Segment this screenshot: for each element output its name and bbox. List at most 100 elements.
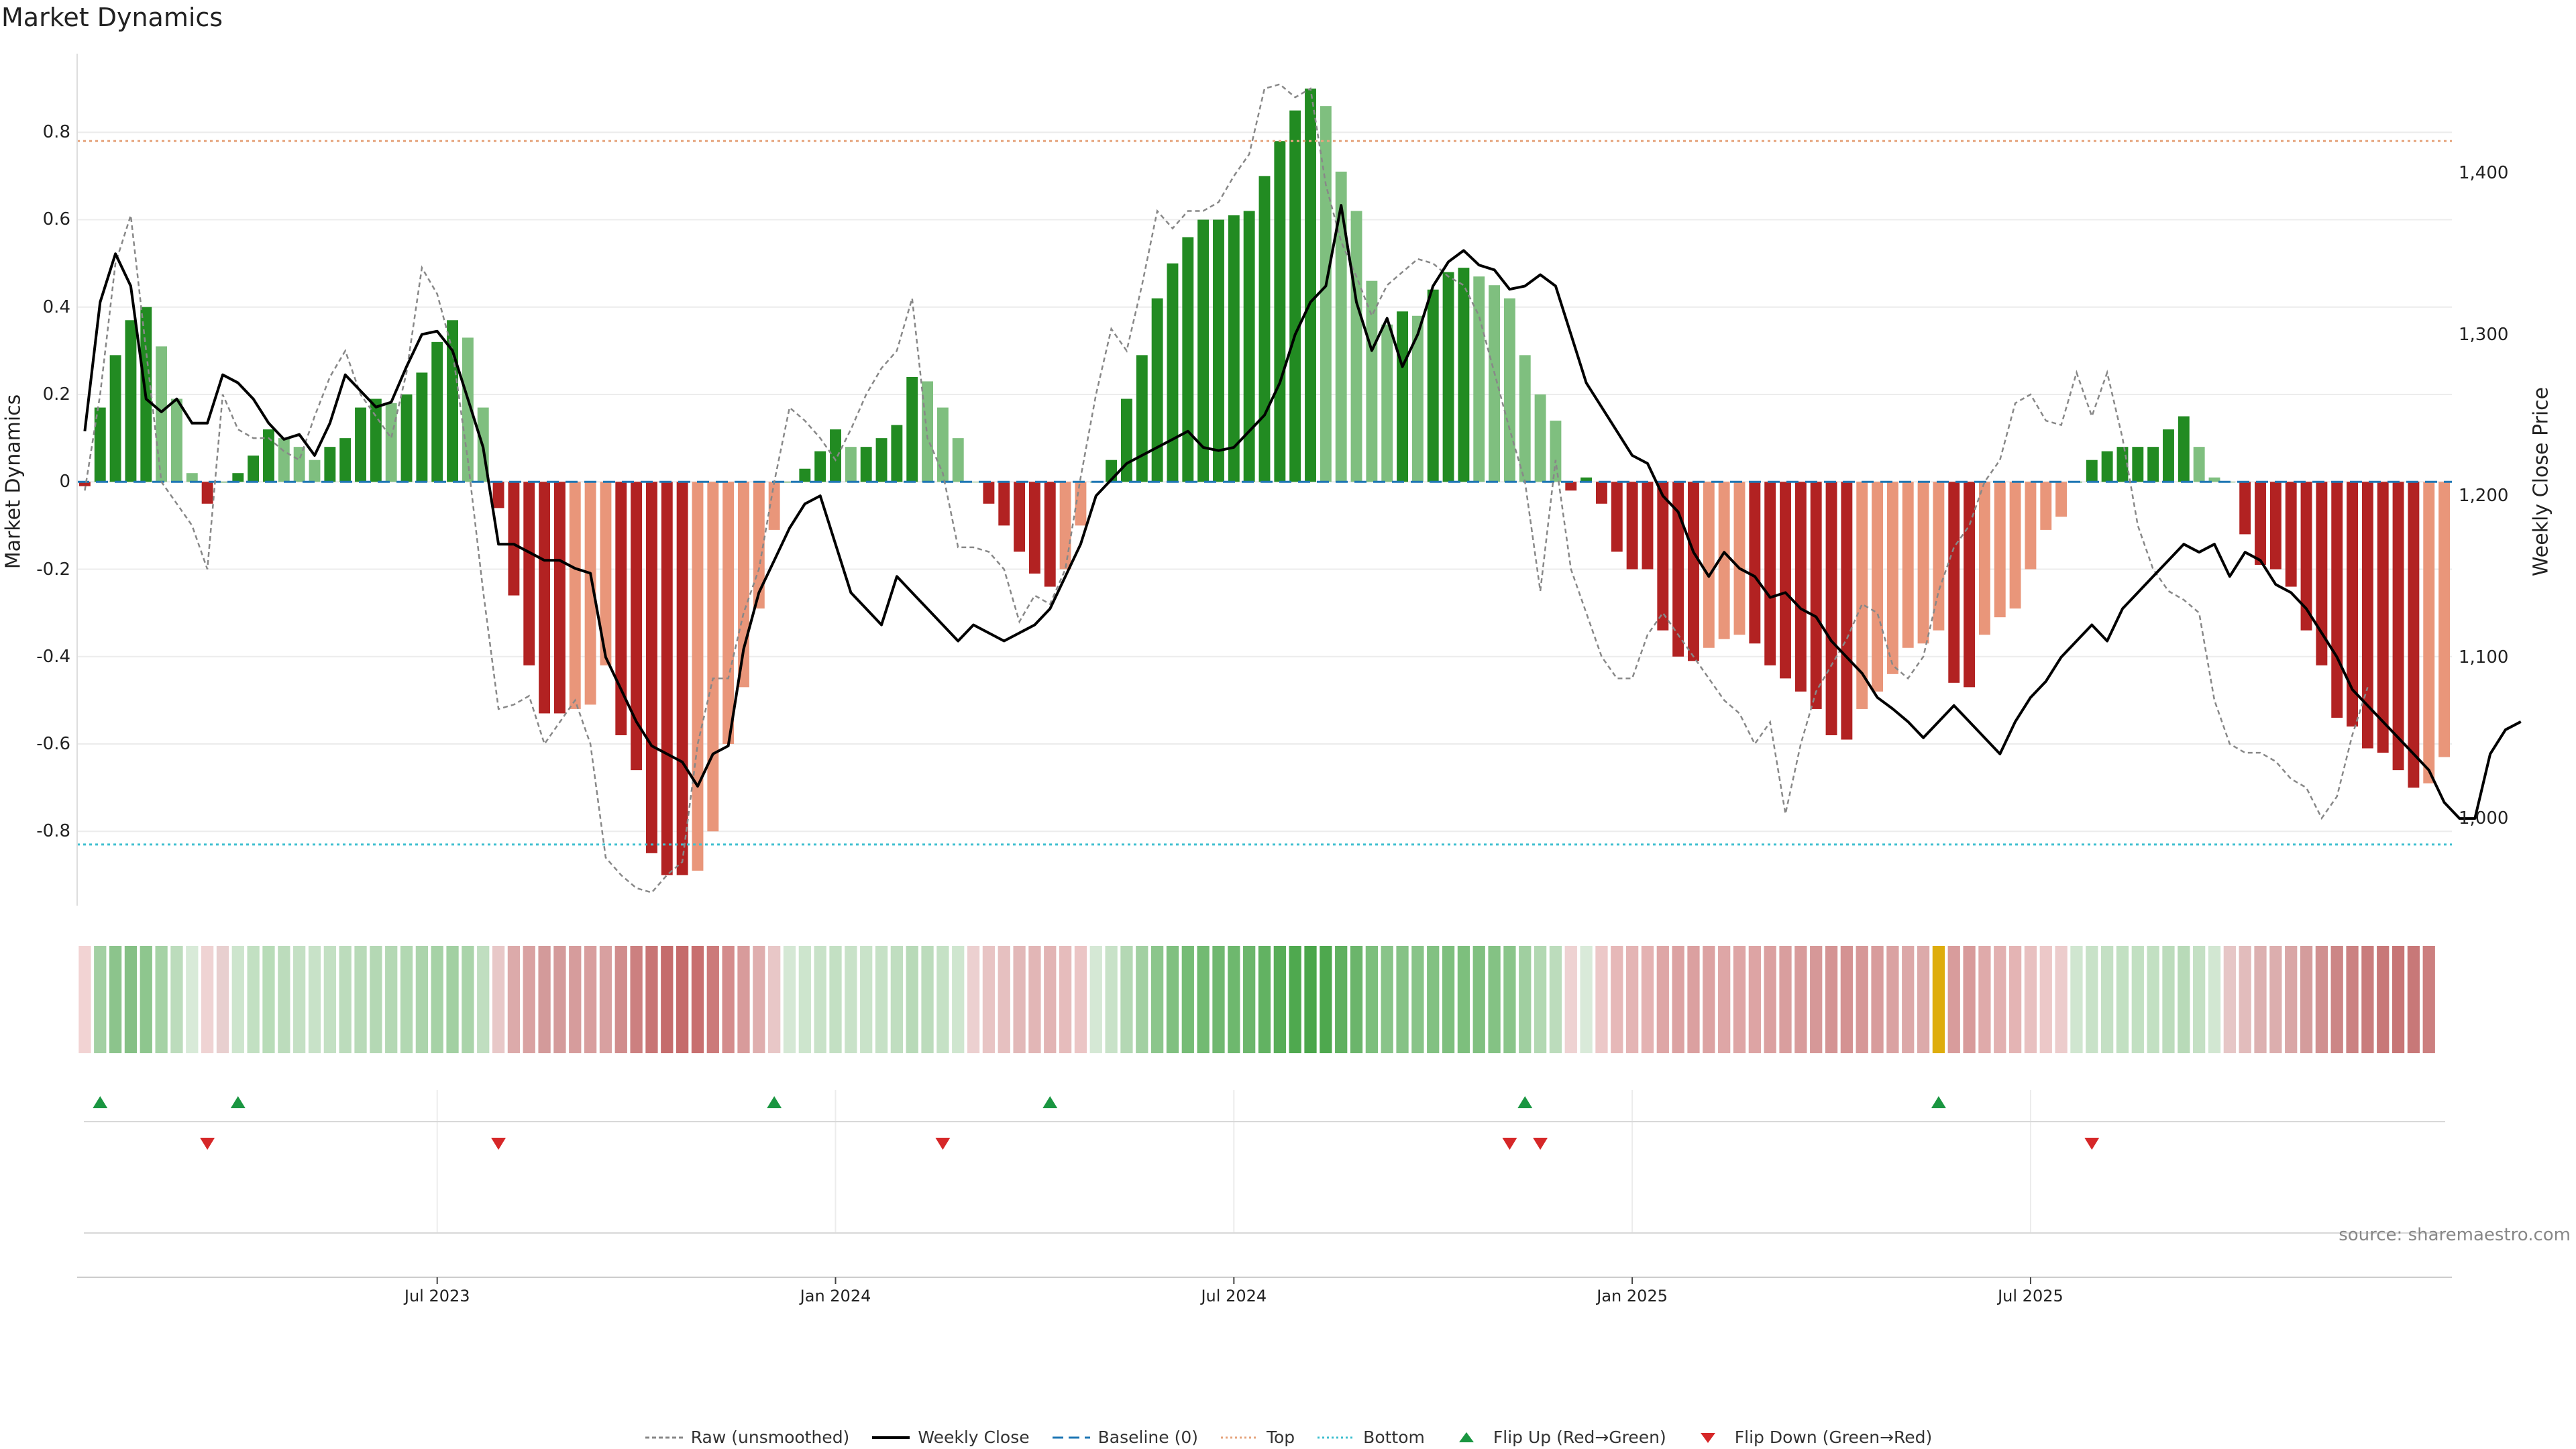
strip-cell <box>370 946 382 1053</box>
y-tick-label-right: 1,000 <box>2459 808 2509 829</box>
bar <box>1151 298 1163 482</box>
strip-cell <box>2392 946 2405 1053</box>
strip-cell <box>523 946 535 1053</box>
legend-swatch <box>1700 1432 1715 1443</box>
strip-cell <box>1396 946 1409 1053</box>
strip-cell <box>1748 946 1761 1053</box>
bar <box>646 482 657 853</box>
bar <box>1305 89 1316 482</box>
strip-cell <box>1656 946 1669 1053</box>
legend-item: Bottom <box>1316 1428 1425 1447</box>
bar <box>1688 482 1699 661</box>
bar <box>2285 482 2297 587</box>
bar <box>1672 482 1684 657</box>
strip-cell <box>538 946 551 1053</box>
bar <box>692 482 704 871</box>
bar <box>1780 482 1791 679</box>
y-tick-label-left: -0.8 <box>36 821 70 842</box>
legend-swatch <box>645 1436 683 1438</box>
flip-up-marker <box>767 1096 782 1108</box>
bar <box>1733 482 1746 635</box>
chart-title: Market Dynamics <box>1 3 223 32</box>
bar <box>1718 482 1730 639</box>
legend-swatch <box>1318 1436 1356 1438</box>
strip-cell <box>78 946 91 1053</box>
strip-cell <box>293 946 306 1053</box>
bar <box>370 398 382 482</box>
y-tick-label-left: -0.2 <box>36 559 70 580</box>
strip-cell <box>507 946 521 1053</box>
strip-cell <box>308 946 321 1053</box>
heat-strip <box>78 946 2435 1053</box>
strip-cell <box>1503 946 1516 1053</box>
bar <box>569 482 581 709</box>
strip-cell <box>1718 946 1731 1053</box>
strip-cell <box>140 946 152 1053</box>
strip-cell <box>645 946 658 1053</box>
strip-cell <box>262 946 275 1053</box>
bar <box>355 407 366 482</box>
bar <box>400 394 413 482</box>
bar <box>814 451 826 482</box>
strip-cell <box>1703 946 1715 1053</box>
legend-label: Flip Down (Green→Red) <box>1734 1428 1933 1447</box>
strip-cell <box>2147 946 2159 1053</box>
strip-cell <box>1365 946 1379 1053</box>
bar <box>1964 482 1976 688</box>
bar <box>584 482 596 705</box>
bar <box>860 447 872 482</box>
bar <box>998 482 1010 526</box>
strip-cell <box>2300 946 2313 1053</box>
y-tick-label-right: 1,100 <box>2459 647 2509 667</box>
bar <box>539 482 551 714</box>
bar <box>1136 355 1148 482</box>
bar <box>1274 141 1286 482</box>
strip-cell <box>385 946 398 1053</box>
strip-cell <box>1794 946 1807 1053</box>
bar <box>1167 263 1179 482</box>
flip-up-marker <box>93 1096 108 1108</box>
bar <box>875 438 888 482</box>
bar <box>1014 482 1026 552</box>
strip-cell <box>1457 946 1470 1053</box>
strip-cell <box>1488 946 1501 1053</box>
strip-cell <box>1105 946 1118 1053</box>
strip-cell <box>1641 946 1654 1053</box>
bar <box>1703 482 1715 648</box>
bar <box>1258 176 1271 482</box>
bar <box>1550 421 1562 482</box>
strip-cell <box>1825 946 1838 1053</box>
flip-up-marker <box>1931 1096 1946 1108</box>
legend-label: Weekly Close <box>918 1428 1030 1447</box>
bar <box>2255 482 2266 565</box>
strip-cell <box>1442 946 1455 1053</box>
bar <box>1243 211 1255 482</box>
bar <box>1902 482 1914 648</box>
strip-cell <box>1978 946 1991 1053</box>
legend-swatch <box>1052 1436 1090 1438</box>
bar <box>1489 285 1501 482</box>
legend: Raw (unsmoothed) Weekly Close Baseline (0)… <box>0 1428 2576 1447</box>
bar <box>431 341 443 482</box>
bar <box>1596 482 1607 504</box>
bar <box>2193 447 2205 482</box>
bar <box>1626 482 1638 570</box>
bar <box>1565 482 1577 491</box>
flip-down-marker <box>2084 1138 2100 1150</box>
strip-cell <box>1534 946 1547 1053</box>
bar <box>309 460 321 482</box>
bar <box>2132 447 2144 482</box>
bar <box>1381 324 1393 482</box>
strip-cell <box>1059 946 1072 1053</box>
x-tick-label: Jul 2024 <box>1201 1287 1267 1305</box>
bar <box>1503 298 1515 482</box>
bar <box>94 407 106 482</box>
bar <box>125 320 137 482</box>
strip-cell <box>1856 946 1868 1053</box>
legend-swatch <box>1220 1436 1258 1438</box>
strip-cell <box>614 946 627 1053</box>
bar <box>1044 482 1056 587</box>
bar <box>1182 237 1194 482</box>
bar <box>553 482 566 714</box>
bar <box>1994 482 2006 618</box>
